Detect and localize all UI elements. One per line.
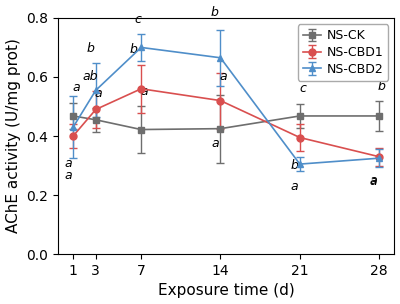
Text: ab: ab	[83, 70, 98, 83]
Text: b: b	[290, 159, 298, 172]
Text: a: a	[64, 169, 72, 182]
Text: a: a	[140, 85, 148, 98]
Text: a: a	[72, 81, 80, 95]
Legend: NS-CK, NS-CBD1, NS-CBD2: NS-CK, NS-CBD1, NS-CBD2	[298, 24, 388, 81]
Text: b: b	[211, 5, 219, 19]
Text: a: a	[95, 87, 102, 100]
Text: c: c	[299, 82, 306, 95]
Y-axis label: AChE activity (U/mg prot): AChE activity (U/mg prot)	[6, 39, 20, 233]
Text: a: a	[211, 137, 219, 150]
Text: b: b	[129, 43, 137, 56]
Text: b: b	[87, 42, 95, 55]
X-axis label: Exposure time (d): Exposure time (d)	[158, 283, 294, 299]
Text: a: a	[64, 157, 72, 170]
Text: a: a	[290, 180, 298, 193]
Text: a: a	[220, 71, 227, 84]
Text: b: b	[378, 80, 386, 93]
Text: c: c	[134, 13, 141, 26]
Text: a: a	[370, 174, 377, 187]
Text: a: a	[370, 175, 377, 188]
